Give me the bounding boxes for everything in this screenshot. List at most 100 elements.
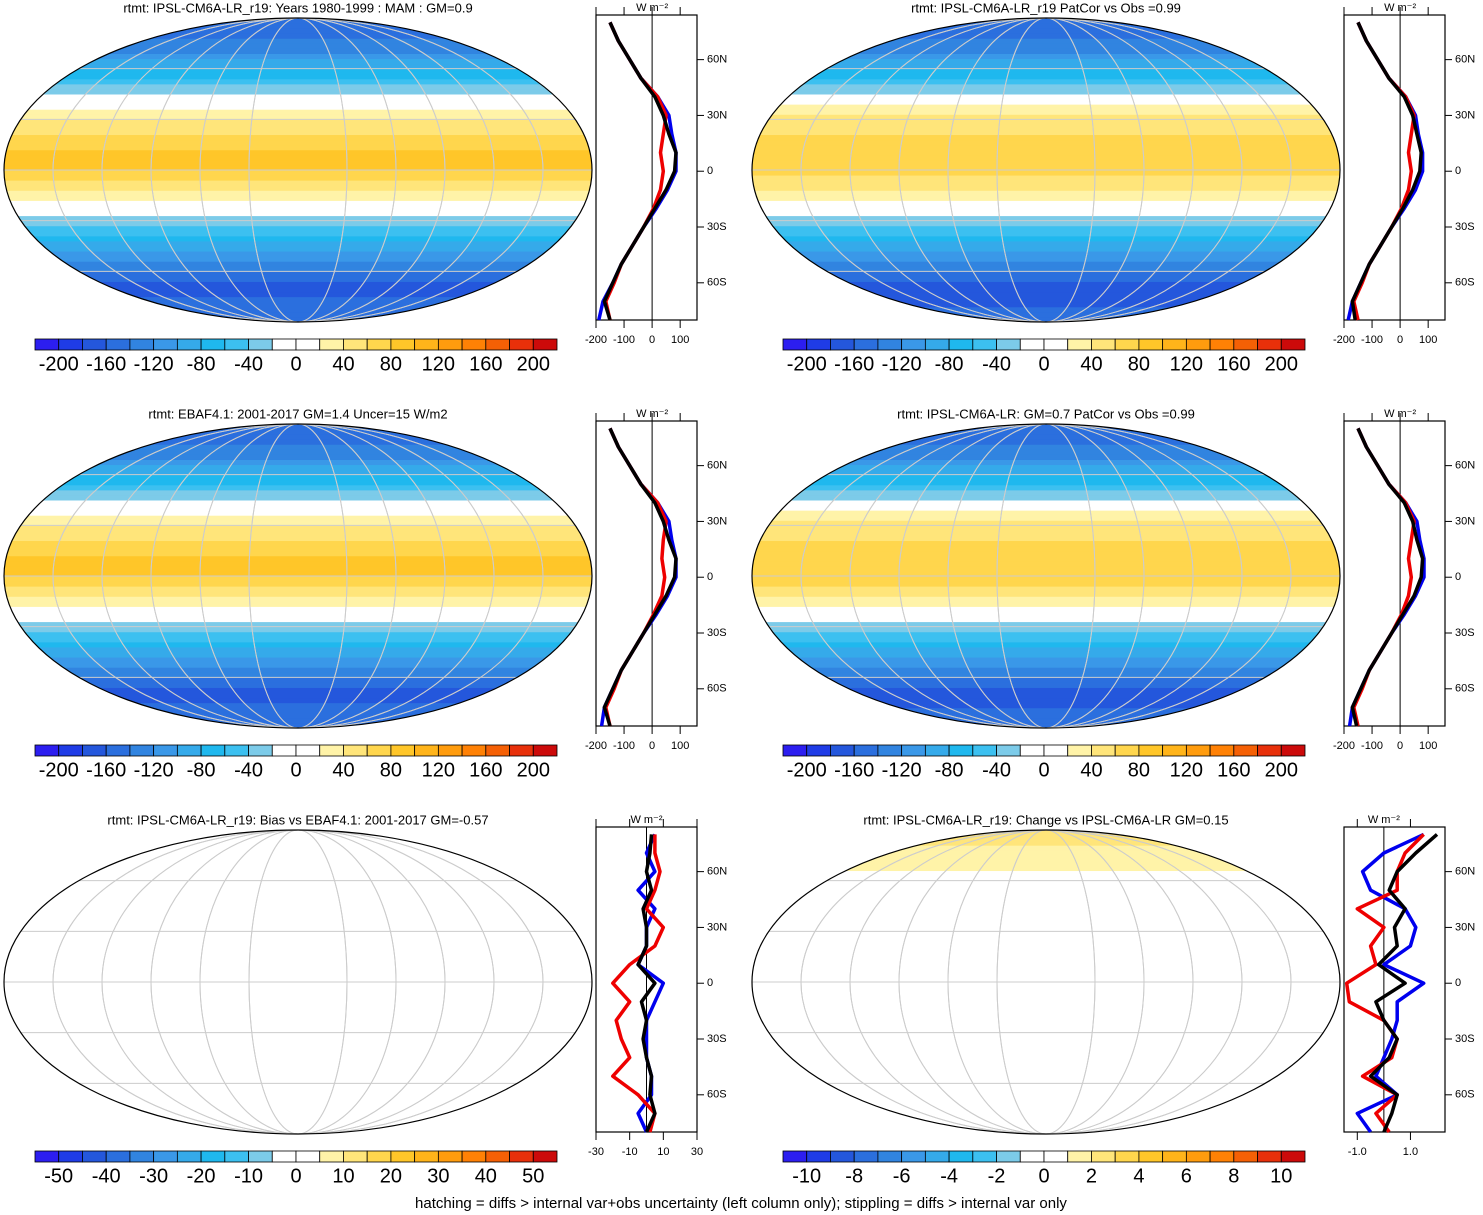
colorbar-box <box>82 744 107 757</box>
map-band <box>752 316 1340 322</box>
map-band <box>4 190 592 196</box>
map-band <box>4 240 592 247</box>
map-band <box>4 596 592 602</box>
map-band <box>752 515 1340 521</box>
map-band <box>4 961 592 968</box>
map-band <box>752 235 1340 242</box>
map-border <box>751 829 1341 1135</box>
colorbar-label: 8 <box>1228 1165 1239 1187</box>
map-band <box>752 657 1340 663</box>
map-band <box>752 880 1340 887</box>
map-band <box>4 1093 592 1100</box>
map-band <box>4 677 592 683</box>
map-band <box>752 510 1340 516</box>
map-band <box>752 469 1340 476</box>
map-band <box>4 906 592 912</box>
colorbar-label: 160 <box>1217 759 1250 781</box>
map-band <box>4 235 592 242</box>
map-band <box>752 1047 1340 1054</box>
colorbar-label: 80 <box>380 759 402 781</box>
map-band <box>752 860 1340 866</box>
x-tick-label: -100 <box>1361 334 1383 346</box>
map-band <box>752 835 1340 841</box>
colorbar-label: 10 <box>1270 1165 1292 1187</box>
map-band <box>752 1103 1340 1110</box>
map <box>4 424 592 728</box>
colorbar-label: -120 <box>882 759 922 781</box>
colorbar-label: 120 <box>1170 759 1203 781</box>
map-band <box>752 565 1340 572</box>
colorbar-box <box>996 1150 1021 1163</box>
map-band <box>752 1063 1340 1069</box>
colorbar-box <box>532 338 558 351</box>
map-band <box>752 982 1340 988</box>
map-band <box>752 966 1340 973</box>
colorbar-box <box>343 338 368 351</box>
colorbar-label: -2 <box>988 1165 1006 1187</box>
map-band <box>752 906 1340 912</box>
map-band <box>752 865 1340 872</box>
map-band <box>4 525 592 531</box>
x-tick-label: 0 <box>649 740 655 752</box>
map-band <box>752 424 1340 430</box>
colorbar-label: -40 <box>982 759 1011 781</box>
map-band <box>752 1098 1340 1105</box>
map-band <box>4 840 592 846</box>
colorbar-box <box>1019 744 1045 757</box>
map-band <box>4 992 592 998</box>
map-band <box>4 855 592 861</box>
map-band <box>752 1037 1340 1044</box>
colorbar-box <box>877 1150 903 1163</box>
colorbar-label: -40 <box>92 1165 121 1187</box>
map-band <box>752 175 1340 181</box>
map-band <box>4 434 592 440</box>
colorbar-label: -80 <box>187 759 216 781</box>
map-band <box>4 164 592 171</box>
map-band <box>4 616 592 623</box>
map-band <box>752 230 1340 237</box>
colorbar-label: -40 <box>982 353 1011 375</box>
map-band <box>752 926 1340 932</box>
colorbar-box <box>1067 744 1092 757</box>
x-tick-label: 100 <box>1419 740 1437 752</box>
map-band <box>752 560 1340 567</box>
colorbar-box <box>1114 744 1140 757</box>
colorbar-box <box>853 744 879 757</box>
colorbar-label: 200 <box>1265 353 1298 375</box>
colorbar-box <box>877 744 903 757</box>
map-band <box>752 1022 1340 1029</box>
map-band <box>4 687 592 694</box>
y-tick-label: 0 <box>707 571 713 583</box>
map-band <box>752 591 1340 597</box>
map-band <box>4 631 592 638</box>
zonal-line <box>602 427 678 727</box>
colorbar-box <box>924 338 950 351</box>
map-band <box>4 1047 592 1054</box>
colorbar-label: 0 <box>1038 1165 1049 1187</box>
map-band <box>752 672 1340 678</box>
map-band <box>752 149 1340 156</box>
map-band <box>4 109 592 115</box>
map-band <box>752 1123 1340 1130</box>
map-band <box>4 581 592 587</box>
map-band <box>752 1007 1340 1013</box>
map-band <box>752 586 1340 592</box>
colorbar-box <box>366 744 392 757</box>
colorbar-box <box>948 744 974 757</box>
map-band <box>4 911 592 917</box>
zonal-line <box>602 21 678 321</box>
map-band <box>4 1068 592 1074</box>
map-band <box>4 845 592 851</box>
map-band <box>752 296 1340 303</box>
map-band <box>4 702 592 709</box>
map-band <box>752 677 1340 683</box>
map-band <box>4 78 592 85</box>
colorbar-label: 40 <box>475 1165 497 1187</box>
colorbar-box <box>1019 1150 1045 1163</box>
x-tick-label: 100 <box>671 334 689 346</box>
colorbar-label: -120 <box>134 759 174 781</box>
colorbar-box <box>1091 1150 1116 1163</box>
map-band <box>4 971 592 978</box>
colorbar-box <box>924 744 950 757</box>
colorbar-box <box>1185 1150 1211 1163</box>
